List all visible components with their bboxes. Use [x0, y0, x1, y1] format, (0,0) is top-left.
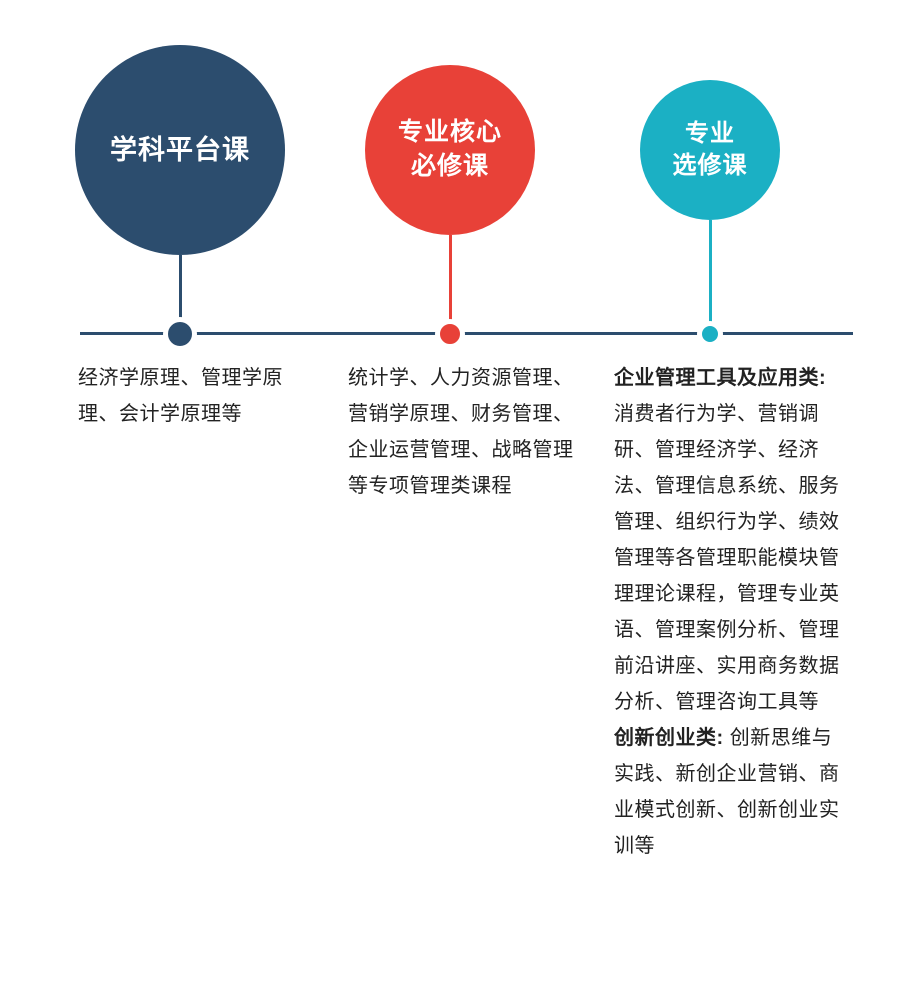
node-stem-elective — [709, 220, 712, 334]
node-circle-elective: 专业选修课 — [640, 80, 780, 220]
node-title-platform: 学科平台课 — [110, 132, 250, 168]
node-desc-core: 统计学、人力资源管理、营销学原理、财务管理、企业运营管理、战略管理等专项管理类课… — [348, 360, 578, 504]
node-desc-elective: 企业管理工具及应用类: 消费者行为学、营销调研、管理经济学、经济法、管理信息系统… — [614, 360, 844, 864]
node-circle-platform: 学科平台课 — [75, 45, 285, 255]
node-title-elective: 专业选修课 — [673, 118, 748, 183]
node-title-core: 专业核心必修课 — [398, 116, 502, 184]
node-dot-platform — [163, 317, 197, 351]
node-desc-platform: 经济学原理、管理学原理、会计学原理等 — [78, 360, 308, 432]
node-dot-core — [435, 319, 465, 349]
node-circle-core: 专业核心必修课 — [365, 65, 535, 235]
node-dot-elective — [697, 321, 723, 347]
